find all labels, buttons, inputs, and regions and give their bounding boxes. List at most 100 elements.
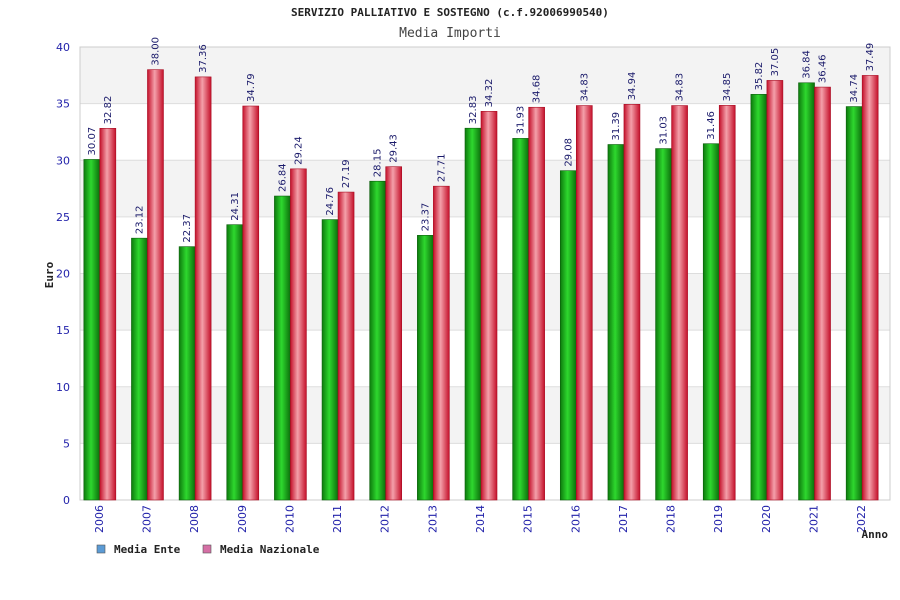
data-label: 34.32 xyxy=(484,79,495,108)
data-label: 37.36 xyxy=(198,44,209,73)
y-tick-label: 35 xyxy=(56,98,70,111)
bars xyxy=(83,69,879,501)
y-tick-label: 10 xyxy=(56,381,70,394)
y-tick-label: 5 xyxy=(63,437,70,450)
x-tick-label: 2008 xyxy=(188,505,201,533)
y-tick-label: 30 xyxy=(56,154,70,167)
y-axis-title: Euro xyxy=(43,261,56,288)
data-label: 29.08 xyxy=(563,138,574,167)
bar-media-nazionale xyxy=(99,128,117,501)
legend-label: Media Nazionale xyxy=(220,543,320,556)
data-label: 24.76 xyxy=(325,187,336,216)
x-axis-title: Anno xyxy=(862,528,889,541)
data-label: 22.37 xyxy=(182,214,193,243)
data-label: 34.94 xyxy=(627,72,638,101)
data-label: 32.82 xyxy=(103,96,114,125)
bar-media-nazionale xyxy=(480,111,498,501)
bar-media-ente xyxy=(559,170,577,501)
bar-media-nazionale xyxy=(385,166,403,501)
bar-media-nazionale xyxy=(766,80,784,501)
y-tick-label: 15 xyxy=(56,324,70,337)
data-label: 31.03 xyxy=(659,116,670,145)
data-label: 35.82 xyxy=(754,62,765,91)
legend: Media Ente Media Nazionale xyxy=(96,543,320,556)
chart-title: SERVIZIO PALLIATIVO E SOSTEGNO (c.f.9200… xyxy=(291,6,609,19)
data-label: 23.37 xyxy=(420,203,431,232)
x-tick-label: 2021 xyxy=(808,505,821,533)
bar-media-ente xyxy=(798,82,815,501)
bar-media-ente xyxy=(369,180,387,501)
bar-media-ente xyxy=(750,94,768,501)
bar-media-ente xyxy=(417,235,434,501)
x-axis: 2006 2007 2008 2009 2010 2011 2012 2013 2014 2015… xyxy=(93,505,868,533)
x-tick-label: 2009 xyxy=(236,505,249,533)
data-label: 32.83 xyxy=(468,96,479,125)
x-tick-label: 2020 xyxy=(760,505,773,533)
y-tick-label: 20 xyxy=(56,268,70,281)
bar-media-ente xyxy=(131,237,148,501)
bar-media-nazionale xyxy=(575,105,593,501)
bar-media-nazionale xyxy=(528,106,545,501)
data-label: 24.31 xyxy=(230,192,241,221)
data-labels: 30.07 32.82 23.12 38.00 22.37 37.36 24.31 34.79… xyxy=(87,37,876,243)
legend-swatch xyxy=(96,544,106,554)
y-axis: 0 5 10 15 20 25 30 35 40 xyxy=(56,41,70,507)
bar-media-ente xyxy=(226,224,244,501)
data-label: 34.83 xyxy=(579,73,590,102)
data-label: 31.46 xyxy=(706,111,717,140)
data-label: 37.49 xyxy=(865,43,876,72)
bar-media-ente xyxy=(83,159,101,501)
bar-media-ente xyxy=(702,143,720,501)
bar-media-nazionale xyxy=(194,76,212,501)
data-label: 37.05 xyxy=(770,48,781,77)
bar-media-nazionale xyxy=(718,105,736,501)
data-label: 27.71 xyxy=(436,154,447,183)
bar-media-nazionale xyxy=(861,75,879,501)
y-tick-label: 25 xyxy=(56,211,70,224)
x-tick-label: 2018 xyxy=(665,505,678,533)
chart-subtitle: Media Importi xyxy=(399,26,501,41)
bar-media-ente xyxy=(512,138,529,501)
x-tick-label: 2014 xyxy=(474,505,487,533)
data-label: 27.19 xyxy=(341,159,352,188)
x-tick-label: 2012 xyxy=(379,505,392,533)
bar-media-nazionale xyxy=(242,105,260,501)
bar-media-ente xyxy=(321,219,339,501)
legend-swatch xyxy=(202,544,212,554)
bar-media-ente xyxy=(274,195,291,501)
x-tick-label: 2006 xyxy=(93,505,106,533)
bar-media-nazionale xyxy=(433,185,450,501)
x-tick-label: 2017 xyxy=(617,505,630,533)
bar-media-nazionale xyxy=(290,168,307,501)
data-label: 31.93 xyxy=(516,106,527,135)
x-tick-label: 2016 xyxy=(569,505,582,533)
data-label: 28.15 xyxy=(373,149,384,178)
x-tick-label: 2007 xyxy=(140,505,153,533)
x-tick-label: 2019 xyxy=(712,505,725,533)
bar-media-ente xyxy=(845,106,863,501)
data-label: 38.00 xyxy=(150,37,161,66)
data-label: 31.39 xyxy=(611,112,622,141)
y-tick-label: 40 xyxy=(56,41,70,54)
data-label: 23.12 xyxy=(134,206,145,235)
bar-media-nazionale xyxy=(623,104,641,501)
data-label: 29.43 xyxy=(389,134,400,163)
data-label: 26.84 xyxy=(277,163,288,192)
data-label: 29.24 xyxy=(293,136,304,165)
x-tick-label: 2015 xyxy=(522,505,535,533)
y-tick-label: 0 xyxy=(63,494,70,507)
data-label: 34.83 xyxy=(675,73,686,102)
x-tick-label: 2022 xyxy=(855,505,868,533)
data-label: 34.79 xyxy=(246,73,257,102)
data-label: 36.84 xyxy=(802,50,813,79)
bar-media-nazionale xyxy=(337,191,355,501)
x-tick-label: 2010 xyxy=(283,505,296,533)
data-label: 30.07 xyxy=(87,127,98,156)
data-label: 34.74 xyxy=(849,74,860,103)
data-label: 36.46 xyxy=(818,54,829,83)
legend-label: Media Ente xyxy=(114,543,181,556)
bar-media-ente xyxy=(607,144,625,501)
bar-media-ente xyxy=(178,246,196,501)
bar-media-ente xyxy=(655,148,672,501)
